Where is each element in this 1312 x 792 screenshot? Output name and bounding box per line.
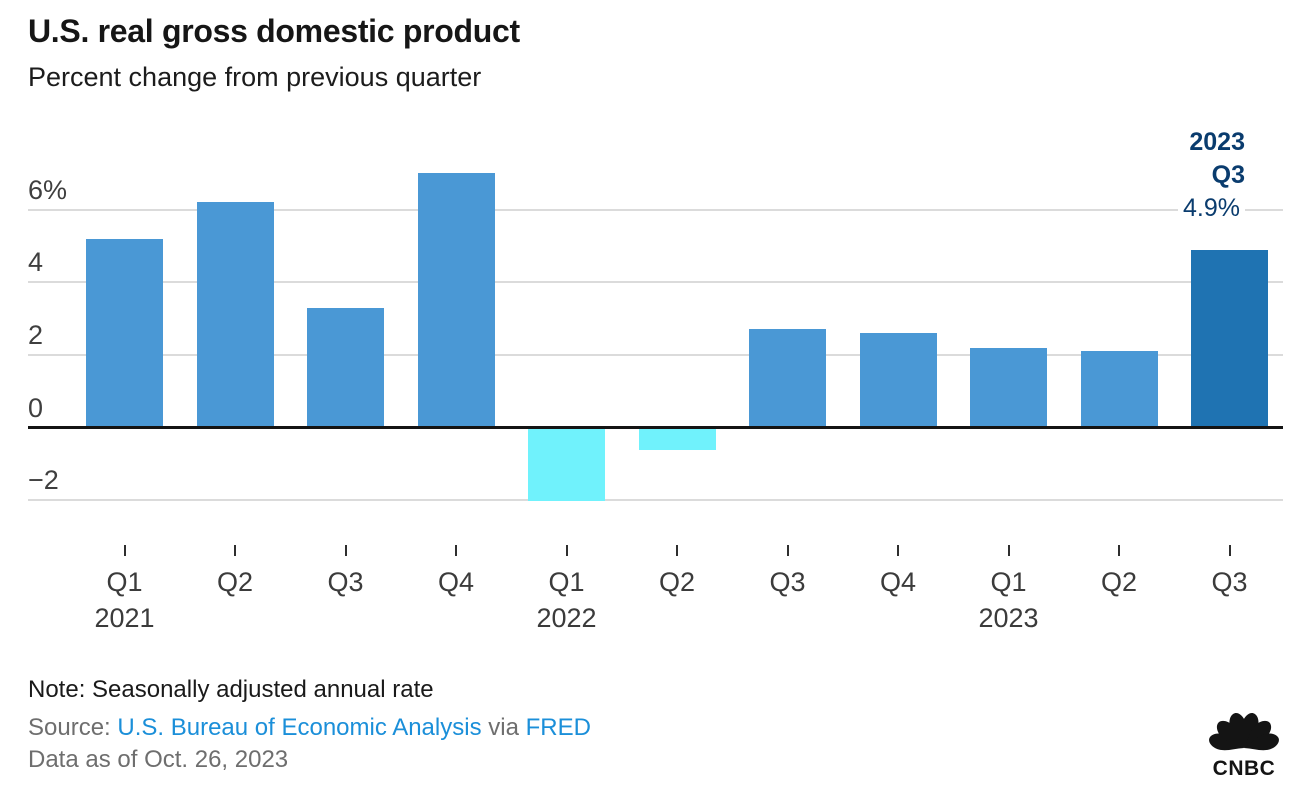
bar-q2-2021 bbox=[196, 202, 274, 428]
x-tick-label: Q2 bbox=[1100, 567, 1138, 597]
x-tick-label: Q3 bbox=[1211, 567, 1248, 597]
annotation-value-row: 4.9% bbox=[1178, 192, 1245, 225]
y-axis-label: 4 bbox=[28, 247, 44, 278]
x-tick-label: Q3 bbox=[327, 567, 364, 597]
bar-q1-2022 bbox=[528, 428, 605, 501]
x-tick-label: Q2 bbox=[658, 567, 696, 597]
x-tick-label: Q3 bbox=[769, 567, 806, 597]
annotation-year: 2023 bbox=[1189, 128, 1245, 156]
y-axis-label: −2 bbox=[28, 465, 59, 496]
bar-q4-2021 bbox=[417, 173, 495, 428]
x-tick bbox=[1118, 545, 1120, 556]
source-prefix: Source: bbox=[28, 714, 118, 741]
source-via: via bbox=[481, 714, 526, 741]
x-tick bbox=[565, 545, 568, 556]
annotation-quarter: Q3 bbox=[1211, 161, 1245, 189]
source-link-fred[interactable]: FRED bbox=[525, 714, 591, 741]
bar-q4-2022 bbox=[859, 333, 937, 428]
x-tick-label: Q1 bbox=[548, 567, 585, 597]
x-tick-label: Q1 bbox=[106, 567, 143, 597]
cnbc-wordmark: CNBC bbox=[1213, 757, 1276, 780]
x-tick bbox=[344, 545, 347, 556]
y-axis-label: 2 bbox=[28, 319, 44, 350]
gridline--2 bbox=[28, 499, 1283, 502]
bar-q3-2023 bbox=[1191, 249, 1268, 428]
x-year-label: 2022 bbox=[536, 603, 597, 633]
cnbc-logo: CNBC bbox=[1198, 702, 1290, 785]
bar-q3-2021 bbox=[307, 307, 384, 428]
chart-title: U.S. real gross domestic product bbox=[28, 13, 520, 49]
bar-q3-2022 bbox=[749, 329, 826, 428]
annotation-value: 4.9% bbox=[1178, 194, 1245, 222]
bar-q1-2023 bbox=[970, 347, 1047, 428]
gridline-2 bbox=[28, 353, 1283, 356]
chart-subtitle: Percent change from previous quarter bbox=[28, 62, 482, 92]
x-tick bbox=[234, 545, 236, 556]
gridline-4 bbox=[28, 281, 1283, 284]
x-tick bbox=[897, 545, 899, 556]
chart-note: Note: Seasonally adjusted annual rate bbox=[28, 676, 434, 703]
x-tick bbox=[1228, 545, 1231, 556]
x-tick-label: Q1 bbox=[990, 567, 1027, 597]
bar-q2-2023 bbox=[1080, 351, 1158, 428]
x-tick-label: Q2 bbox=[216, 567, 254, 597]
x-tick bbox=[676, 545, 678, 556]
chart-source-line: Source: U.S. Bureau of Economic Analysis… bbox=[28, 714, 591, 742]
x-tick bbox=[455, 545, 457, 556]
x-tick-label: Q4 bbox=[437, 567, 475, 597]
bar-q2-2022 bbox=[638, 428, 716, 450]
zero-axis-line bbox=[28, 426, 1283, 429]
y-axis-label: 6% bbox=[28, 174, 68, 205]
bar-q1-2021 bbox=[86, 238, 163, 428]
x-year-label: 2021 bbox=[94, 603, 155, 633]
cnbc-peacock-icon: CNBC bbox=[1209, 713, 1279, 780]
x-tick bbox=[123, 545, 126, 556]
data-as-of: Data as of Oct. 26, 2023 bbox=[28, 746, 289, 773]
y-axis-label: 0 bbox=[28, 392, 44, 423]
x-year-label: 2023 bbox=[978, 603, 1039, 633]
x-tick bbox=[786, 545, 789, 556]
source-link-bea[interactable]: U.S. Bureau of Economic Analysis bbox=[117, 714, 482, 741]
x-tick bbox=[1007, 545, 1010, 556]
highlight-annotation: 2023 Q3 4.9% bbox=[1178, 126, 1245, 225]
gridline-6 bbox=[28, 208, 1283, 211]
x-tick-label: Q4 bbox=[879, 567, 917, 597]
